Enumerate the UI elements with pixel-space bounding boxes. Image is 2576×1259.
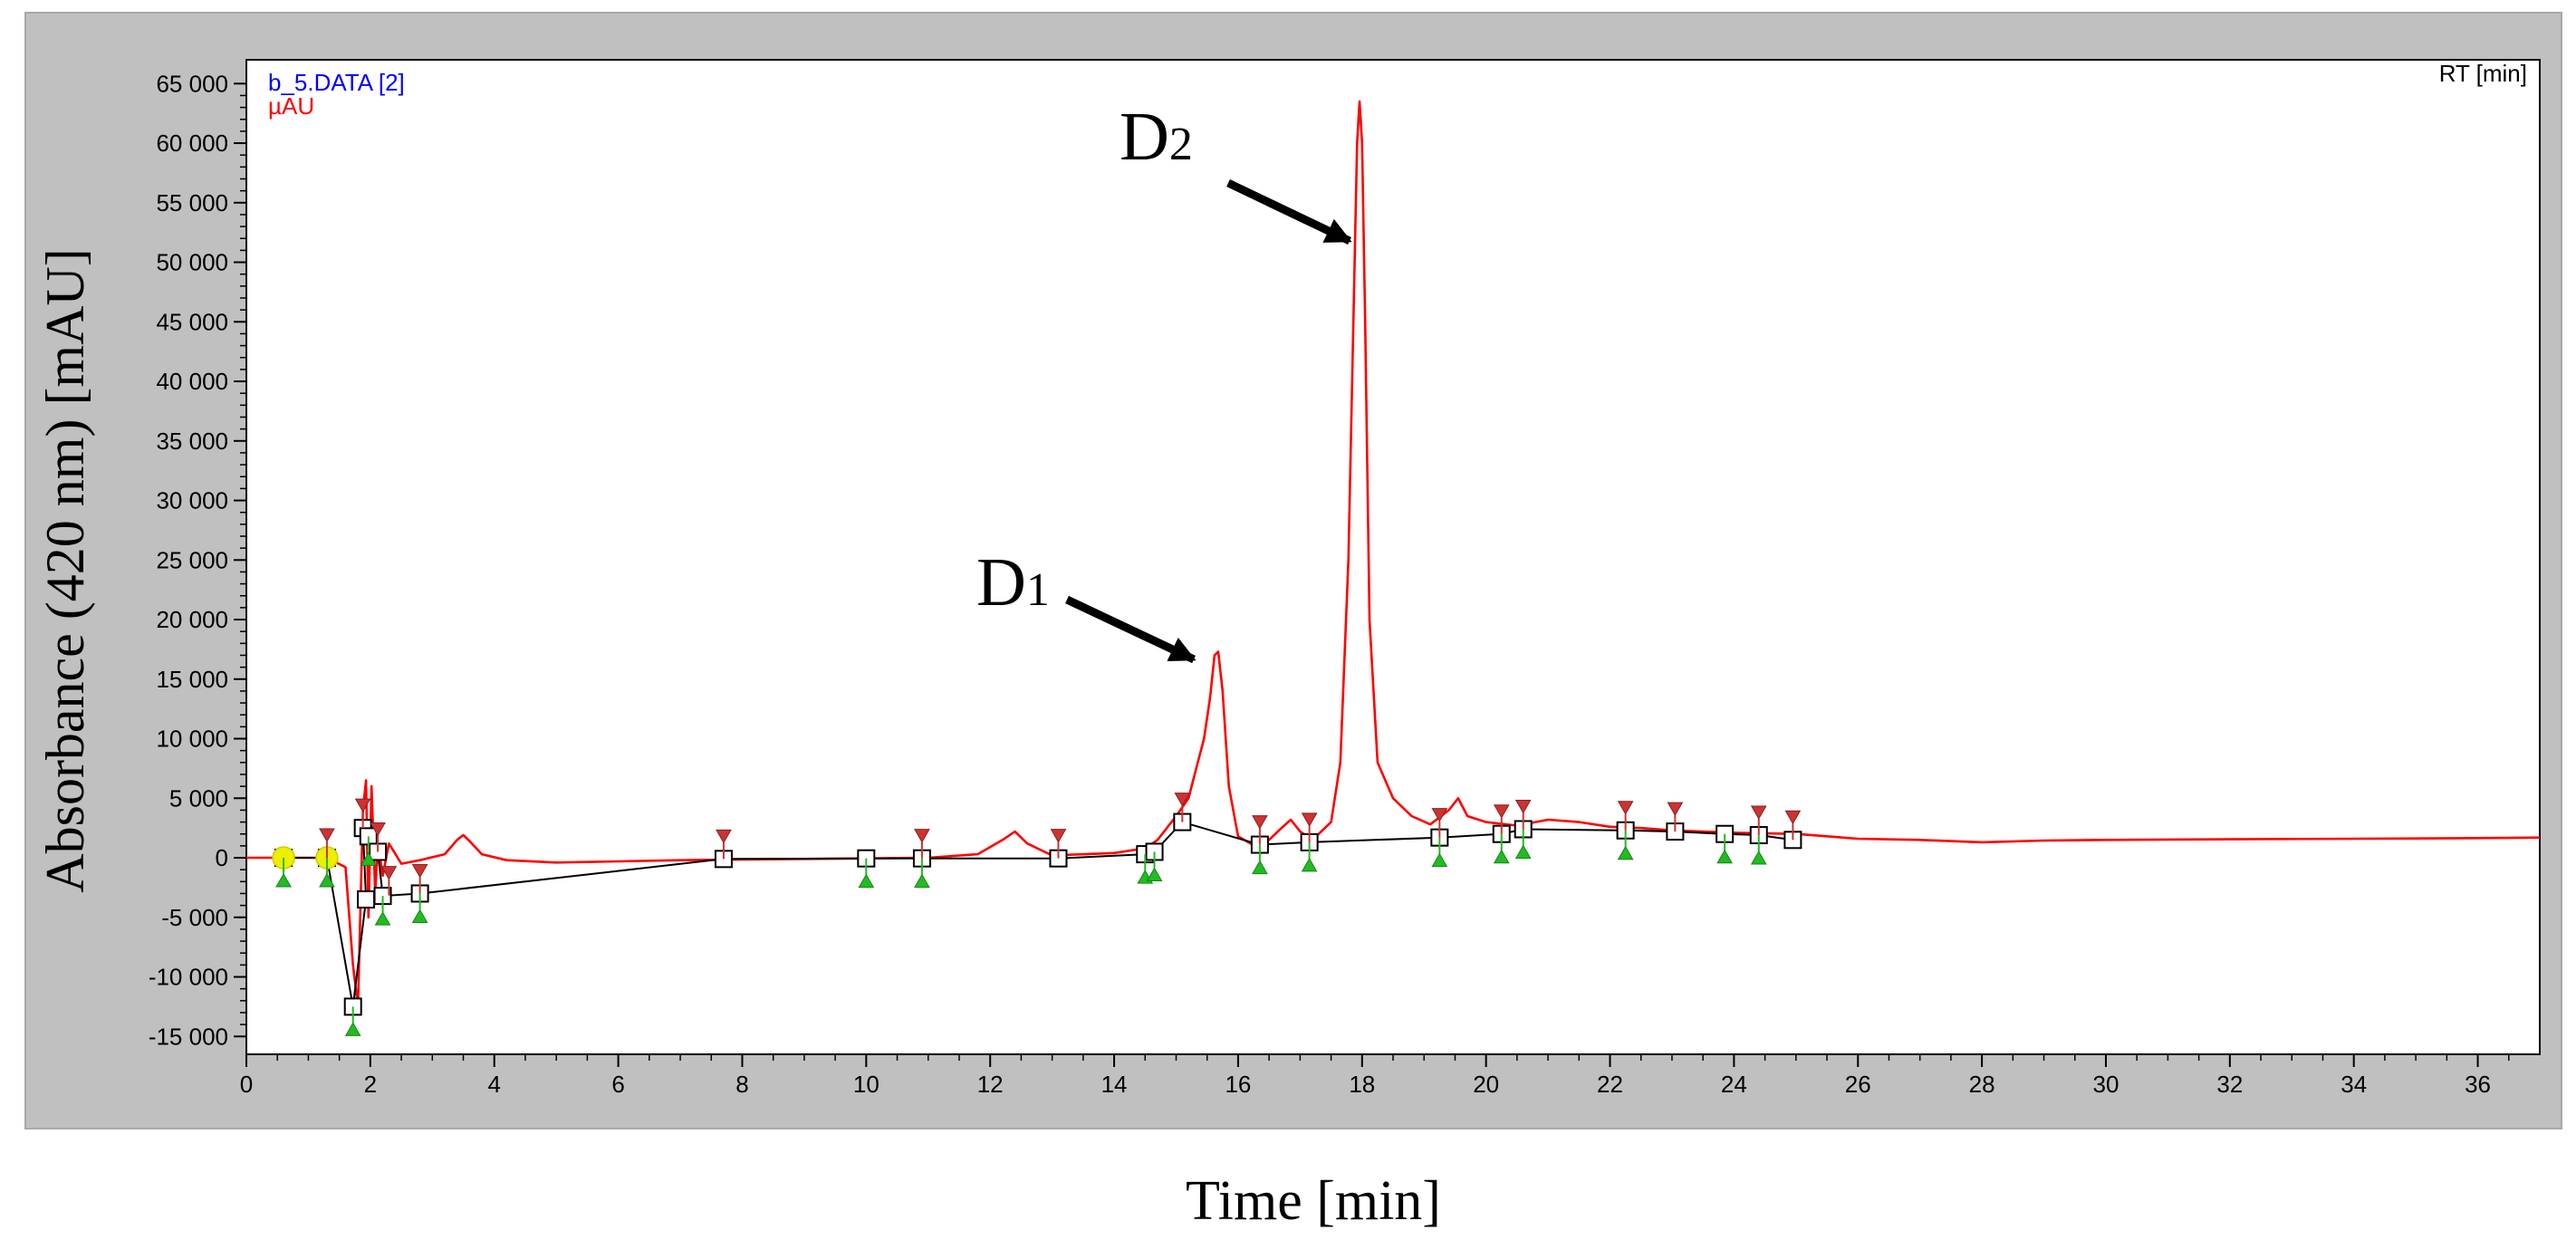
peak-start-marker	[914, 873, 930, 889]
x-tick-label: 2	[364, 1071, 377, 1098]
peak-label-subscript: 1	[1026, 564, 1050, 616]
x-tick-label: 36	[2465, 1071, 2491, 1098]
peak-start-marker	[1514, 844, 1532, 859]
x-tick-label: 4	[487, 1071, 500, 1098]
peak-end-marker	[1174, 793, 1191, 807]
unit-label: µAU	[268, 92, 314, 120]
x-axis-title: Time [min]	[1186, 1170, 1441, 1232]
x-tick-label: 22	[1597, 1071, 1623, 1098]
peak-start-marker	[411, 908, 428, 923]
peak-start-marker	[1617, 845, 1634, 860]
y-tick-label: 45 000	[156, 308, 228, 335]
y-tick-label: 55 000	[156, 189, 228, 216]
peak-end-marker	[1514, 799, 1532, 814]
peak-start-marker	[1252, 860, 1268, 875]
series-layer	[246, 100, 2540, 1016]
peak-start-marker	[1493, 849, 1510, 864]
x-tick-label: 18	[1349, 1071, 1375, 1098]
peak-start-marker	[1146, 867, 1163, 881]
y-tick-label: 30 000	[156, 487, 228, 514]
x-tick-label: 20	[1473, 1071, 1499, 1098]
peak-start-marker	[319, 873, 335, 888]
peak-end-marker	[1667, 802, 1684, 817]
plot-area	[245, 59, 2541, 1055]
peak-label-subscript: 2	[1169, 119, 1193, 170]
peak-end-marker	[1784, 810, 1802, 825]
peak-start-marker	[1750, 851, 1767, 865]
peak-start-marker	[858, 873, 875, 889]
x-axis: 0 2 4 6 8 10 12 14 16 18 20 22 24 26 28 30 32 34 36	[240, 1054, 2510, 1098]
peak-start-marker	[1301, 857, 1318, 872]
peak-start-marker	[374, 911, 391, 926]
y-tick-label: 65 000	[156, 70, 228, 97]
peak-end-marker	[1050, 829, 1067, 843]
x-tick-label: 10	[853, 1071, 879, 1098]
y-tick-label: 10 000	[156, 726, 228, 753]
peak-end-marker	[1301, 812, 1318, 827]
x-tick-label: 26	[1845, 1071, 1871, 1098]
x-tick-label: 0	[240, 1071, 253, 1098]
y-tick-label: 35 000	[156, 428, 228, 455]
x-tick-label: 24	[1721, 1071, 1747, 1098]
x-tick-label: 30	[2093, 1071, 2119, 1098]
baseline-point	[357, 890, 376, 909]
peak-end-marker	[411, 863, 428, 879]
signal-trace	[246, 100, 2540, 1008]
peak-start-marker	[344, 1022, 361, 1036]
peak-end-marker	[1431, 808, 1448, 822]
y-tick-label: -5 000	[161, 904, 228, 931]
peak-end-marker	[370, 822, 386, 837]
x-tick-label: 32	[2216, 1071, 2243, 1098]
peak-end-marker	[354, 798, 371, 813]
x-tick-label: 6	[611, 1071, 624, 1098]
y-tick-label: 5 000	[169, 784, 228, 812]
y-tick-label: 15 000	[156, 666, 228, 693]
x-tick-label: 12	[977, 1071, 1004, 1098]
y-tick-label: 40 000	[156, 368, 228, 395]
y-tick-label: 0	[216, 844, 228, 871]
peak-end-marker	[319, 828, 335, 843]
peak-end-marker	[1252, 815, 1268, 830]
y-axis-title: Absorbance (420 nm) [mAU]	[35, 248, 95, 892]
x-tick-label: 34	[2341, 1071, 2367, 1098]
y-tick-label: 25 000	[156, 546, 228, 573]
peak-marker-layer	[272, 793, 1802, 1036]
peak-start-marker	[275, 873, 292, 888]
data-file-label: b_5.DATA [2]	[268, 69, 405, 96]
peak-arrow	[1226, 178, 1352, 245]
peak-start-marker	[360, 851, 377, 866]
x-tick-label: 16	[1225, 1071, 1251, 1098]
peak-start-marker	[1716, 849, 1733, 864]
peak-end-marker	[1617, 801, 1634, 815]
peak-end-marker	[716, 829, 732, 844]
y-axis: -15 000 -10 000 -5 000 0 5 000 10 000 15 000 20…	[149, 70, 246, 1050]
y-tick-label: 50 000	[156, 249, 228, 276]
rt-label: RT [min]	[2439, 60, 2527, 87]
peak-end-marker	[1750, 805, 1767, 821]
y-tick-label: 20 000	[156, 606, 228, 633]
peak-arrow	[1065, 595, 1197, 664]
y-tick-label: -10 000	[149, 964, 228, 991]
x-tick-label: 8	[735, 1071, 748, 1098]
peak-end-marker	[380, 866, 398, 880]
peak-start-marker	[1431, 852, 1448, 868]
x-tick-label: 28	[1969, 1071, 1995, 1098]
y-tick-label: 60 000	[156, 130, 228, 157]
y-tick-label: -15 000	[149, 1023, 228, 1050]
x-tick-label: 14	[1101, 1071, 1128, 1098]
peak-end-marker	[914, 829, 930, 843]
peak-end-marker	[1493, 804, 1510, 819]
